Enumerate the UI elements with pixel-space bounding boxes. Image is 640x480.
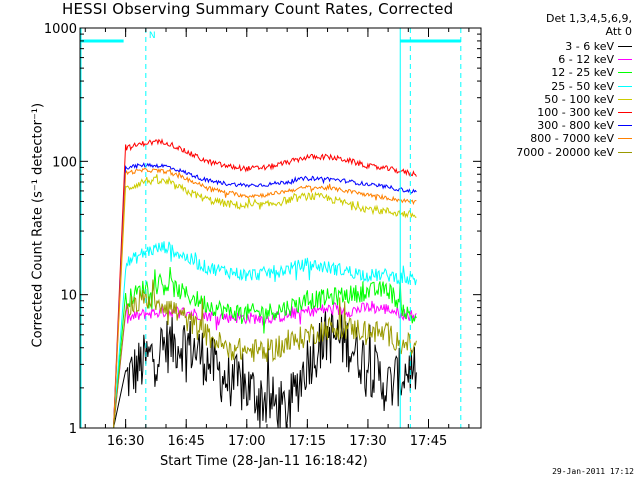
series-line xyxy=(113,266,417,429)
y-tick-label: 100 xyxy=(52,155,77,170)
legend-entry: 3 - 6 keV xyxy=(516,40,632,53)
legend-swatch xyxy=(618,59,632,61)
legend-entry: 50 - 100 keV xyxy=(516,93,632,106)
y-tick-label: 1 xyxy=(69,422,77,437)
chart-title: HESSI Observing Summary Count Rates, Cor… xyxy=(62,0,454,18)
legend-entry: 25 - 50 keV xyxy=(516,80,632,93)
legend-label: 800 - 7000 keV xyxy=(530,132,614,146)
legend-swatch xyxy=(618,151,632,153)
series-line xyxy=(113,279,417,429)
y-tick-label: 10 xyxy=(60,289,77,304)
legend-label: 6 - 12 keV xyxy=(558,53,614,67)
x-tick-label: 17:45 xyxy=(410,434,447,449)
overlay-layer: N xyxy=(80,28,462,428)
legend-swatch xyxy=(618,125,632,127)
series-layer xyxy=(113,137,417,429)
legend-label: 50 - 100 keV xyxy=(544,92,614,106)
series-line xyxy=(113,162,417,429)
series-line xyxy=(113,241,417,429)
legend-entry: 6 - 12 keV xyxy=(516,53,632,66)
timestamp-footer: 29-Jan-2011 17:12 xyxy=(552,467,634,476)
legend-swatch xyxy=(618,138,632,140)
legend-entry: 300 - 800 keV xyxy=(516,119,632,132)
x-tick-label: 17:00 xyxy=(228,434,265,449)
legend-entry: 100 - 300 keV xyxy=(516,106,632,119)
x-tick-label: 17:15 xyxy=(289,434,326,449)
legend-swatch xyxy=(618,112,632,114)
legend-entry: 800 - 7000 keV xyxy=(516,132,632,145)
plot-frame xyxy=(79,27,482,429)
series-line xyxy=(113,174,417,429)
legend-label: 7000 - 20000 keV xyxy=(516,145,614,159)
series-line xyxy=(113,137,417,429)
series-line xyxy=(113,167,417,429)
legend-label: 25 - 50 keV xyxy=(551,79,614,93)
legend-header-line-1: Det 1,3,4,5,6,9, xyxy=(545,12,632,25)
night-marker-label: N xyxy=(149,31,156,41)
legend-label: 12 - 25 keV xyxy=(551,66,614,80)
legend-label: 3 - 6 keV xyxy=(565,40,614,54)
legend-entry: 7000 - 20000 keV xyxy=(516,146,632,159)
legend-swatch xyxy=(618,98,632,100)
legend-label: 100 - 300 keV xyxy=(537,106,614,120)
series-line xyxy=(113,310,417,429)
legend-swatch xyxy=(618,85,632,87)
x-tick-label: 17:30 xyxy=(349,434,386,449)
legend-label: 300 - 800 keV xyxy=(537,119,614,133)
legend-swatch xyxy=(618,72,632,74)
x-tick-label: 16:30 xyxy=(107,434,144,449)
legend-swatch xyxy=(618,46,632,48)
y-tick-label: 1000 xyxy=(44,22,77,37)
y-axis-label: Corrected Count Rate (s⁻¹ detector⁻¹) xyxy=(30,102,46,348)
legend-entry: 12 - 25 keV xyxy=(516,66,632,79)
x-tick-label: 16:45 xyxy=(167,434,204,449)
axes-layer: 1 10 100 1000 16:30 16:45 17:00 17:15 17:30 17:45 xyxy=(44,22,482,449)
x-axis-label: Start Time (28-Jan-11 16:18:42) xyxy=(160,454,368,469)
legend-header-line-2: Att 0 xyxy=(605,25,632,38)
legend: 3 - 6 keV 6 - 12 keV 12 - 25 keV 25 - 50… xyxy=(516,40,632,159)
legend-header: Det 1,3,4,5,6,9, Att 0 xyxy=(546,12,632,38)
